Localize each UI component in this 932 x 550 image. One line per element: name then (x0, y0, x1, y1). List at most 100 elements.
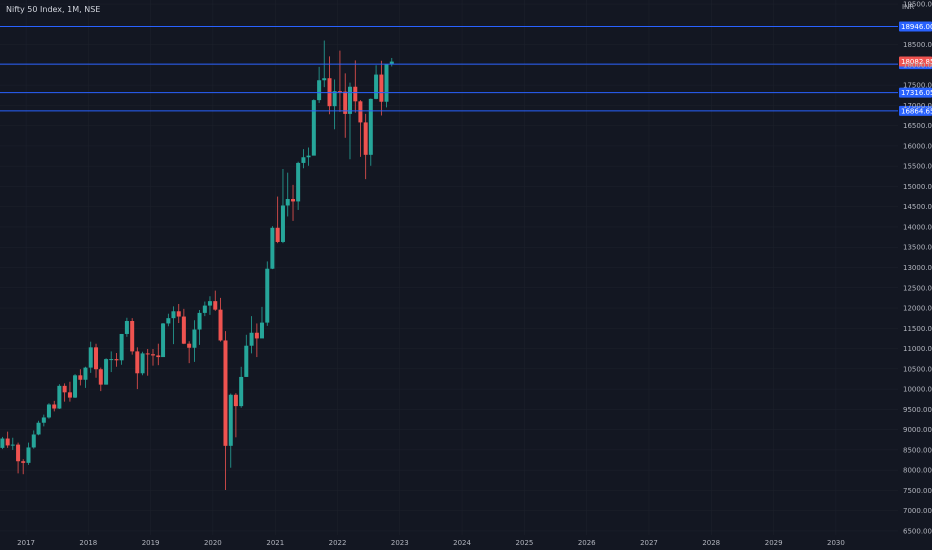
candle-body (322, 78, 327, 81)
x-tick-label: 2018 (79, 539, 97, 547)
grid-layer (0, 0, 898, 535)
last-price-tag (899, 56, 932, 67)
candle-body (285, 199, 290, 206)
candle (296, 161, 301, 210)
candle-body (249, 332, 254, 346)
candle (306, 147, 311, 166)
symbol-title: Nifty 50 Index, 1M, NSE (6, 5, 100, 14)
candle (311, 99, 316, 156)
candle-body (21, 461, 26, 463)
candle-body (181, 316, 186, 344)
candle (94, 343, 99, 378)
candle-body (88, 347, 93, 368)
candle (343, 73, 348, 138)
candle (389, 57, 394, 67)
candle (26, 442, 31, 465)
candle-body (379, 74, 384, 102)
x-tick-label: 2023 (391, 539, 409, 547)
candle (187, 341, 192, 364)
candle (233, 393, 238, 438)
y-tick-label: 15500.00 (903, 163, 932, 171)
candle (16, 442, 21, 474)
candle-body (94, 347, 99, 370)
y-tick-label: 13500.00 (903, 244, 932, 252)
candle-body (301, 157, 306, 163)
candle (291, 184, 296, 221)
candle-body (73, 375, 78, 398)
y-tick-label: 6500.00 (903, 527, 932, 535)
candle (239, 366, 244, 408)
candle-body (233, 394, 238, 407)
candle (52, 400, 57, 412)
y-tick-label: 14500.00 (903, 203, 932, 211)
candle (213, 290, 218, 311)
candle-body (16, 444, 21, 462)
candle (363, 113, 368, 180)
candle-body (254, 332, 259, 339)
candle (353, 60, 358, 113)
price-axis[interactable]: 19500.00 18500.00 18000.00 17500.00 17000.00… (903, 1, 932, 536)
candle (337, 50, 342, 112)
y-tick-label: 8000.00 (903, 467, 932, 475)
candle (67, 381, 72, 402)
candle-body (389, 61, 394, 65)
candle-body (0, 438, 5, 448)
candle (368, 98, 373, 166)
x-tick-label: 2022 (329, 539, 347, 547)
y-tick-label: 17500.00 (903, 82, 932, 90)
candle (285, 172, 290, 217)
candle (228, 393, 233, 468)
candle (104, 358, 109, 385)
candle (83, 366, 88, 388)
candle-body (145, 353, 150, 355)
x-tick-label: 2025 (516, 539, 534, 547)
candle-body (10, 444, 15, 446)
candle (150, 348, 155, 366)
x-tick-label: 2024 (453, 539, 471, 547)
candle (109, 351, 114, 373)
y-tick-label: 12000.00 (903, 305, 932, 313)
candle-body (26, 447, 31, 463)
y-tick-label: 16500.00 (903, 122, 932, 130)
candle (301, 149, 306, 169)
candle-body (291, 199, 296, 202)
x-tick-label: 2028 (702, 539, 720, 547)
candle-body (270, 227, 275, 269)
candle (130, 318, 135, 355)
candle-body (135, 351, 140, 374)
candle-body (207, 301, 212, 306)
candle (254, 323, 259, 358)
x-tick-label: 2019 (142, 539, 160, 547)
candle (374, 65, 379, 100)
time-axis[interactable]: 2017 2018 2019 2020 2021 2022 2023 2024 2025 2026… (17, 539, 845, 547)
y-tick-label: 10000.00 (903, 386, 932, 394)
candle-body (119, 333, 124, 361)
candle-body (161, 323, 166, 358)
candle (10, 437, 15, 450)
price-tag-label: 16864.65 (901, 107, 932, 115)
candle-body (275, 227, 280, 242)
candle-body (187, 343, 192, 348)
candle-body (296, 162, 301, 202)
candle (192, 320, 197, 362)
candle (31, 430, 36, 449)
y-tick-label: 17000.00 (903, 102, 932, 110)
candle (223, 331, 228, 491)
candle (379, 60, 384, 116)
candle (218, 297, 223, 342)
candle (358, 100, 363, 157)
candle (249, 316, 254, 354)
candle (181, 308, 186, 345)
candle-body (228, 394, 233, 446)
candle-body (114, 359, 119, 361)
candle-body (197, 312, 202, 330)
candle (207, 296, 212, 315)
candle-body (57, 385, 62, 409)
candle-body (98, 369, 103, 385)
y-tick-label: 18500.00 (903, 41, 932, 49)
x-tick-label: 2017 (17, 539, 35, 547)
currency-label: INR (902, 3, 914, 11)
